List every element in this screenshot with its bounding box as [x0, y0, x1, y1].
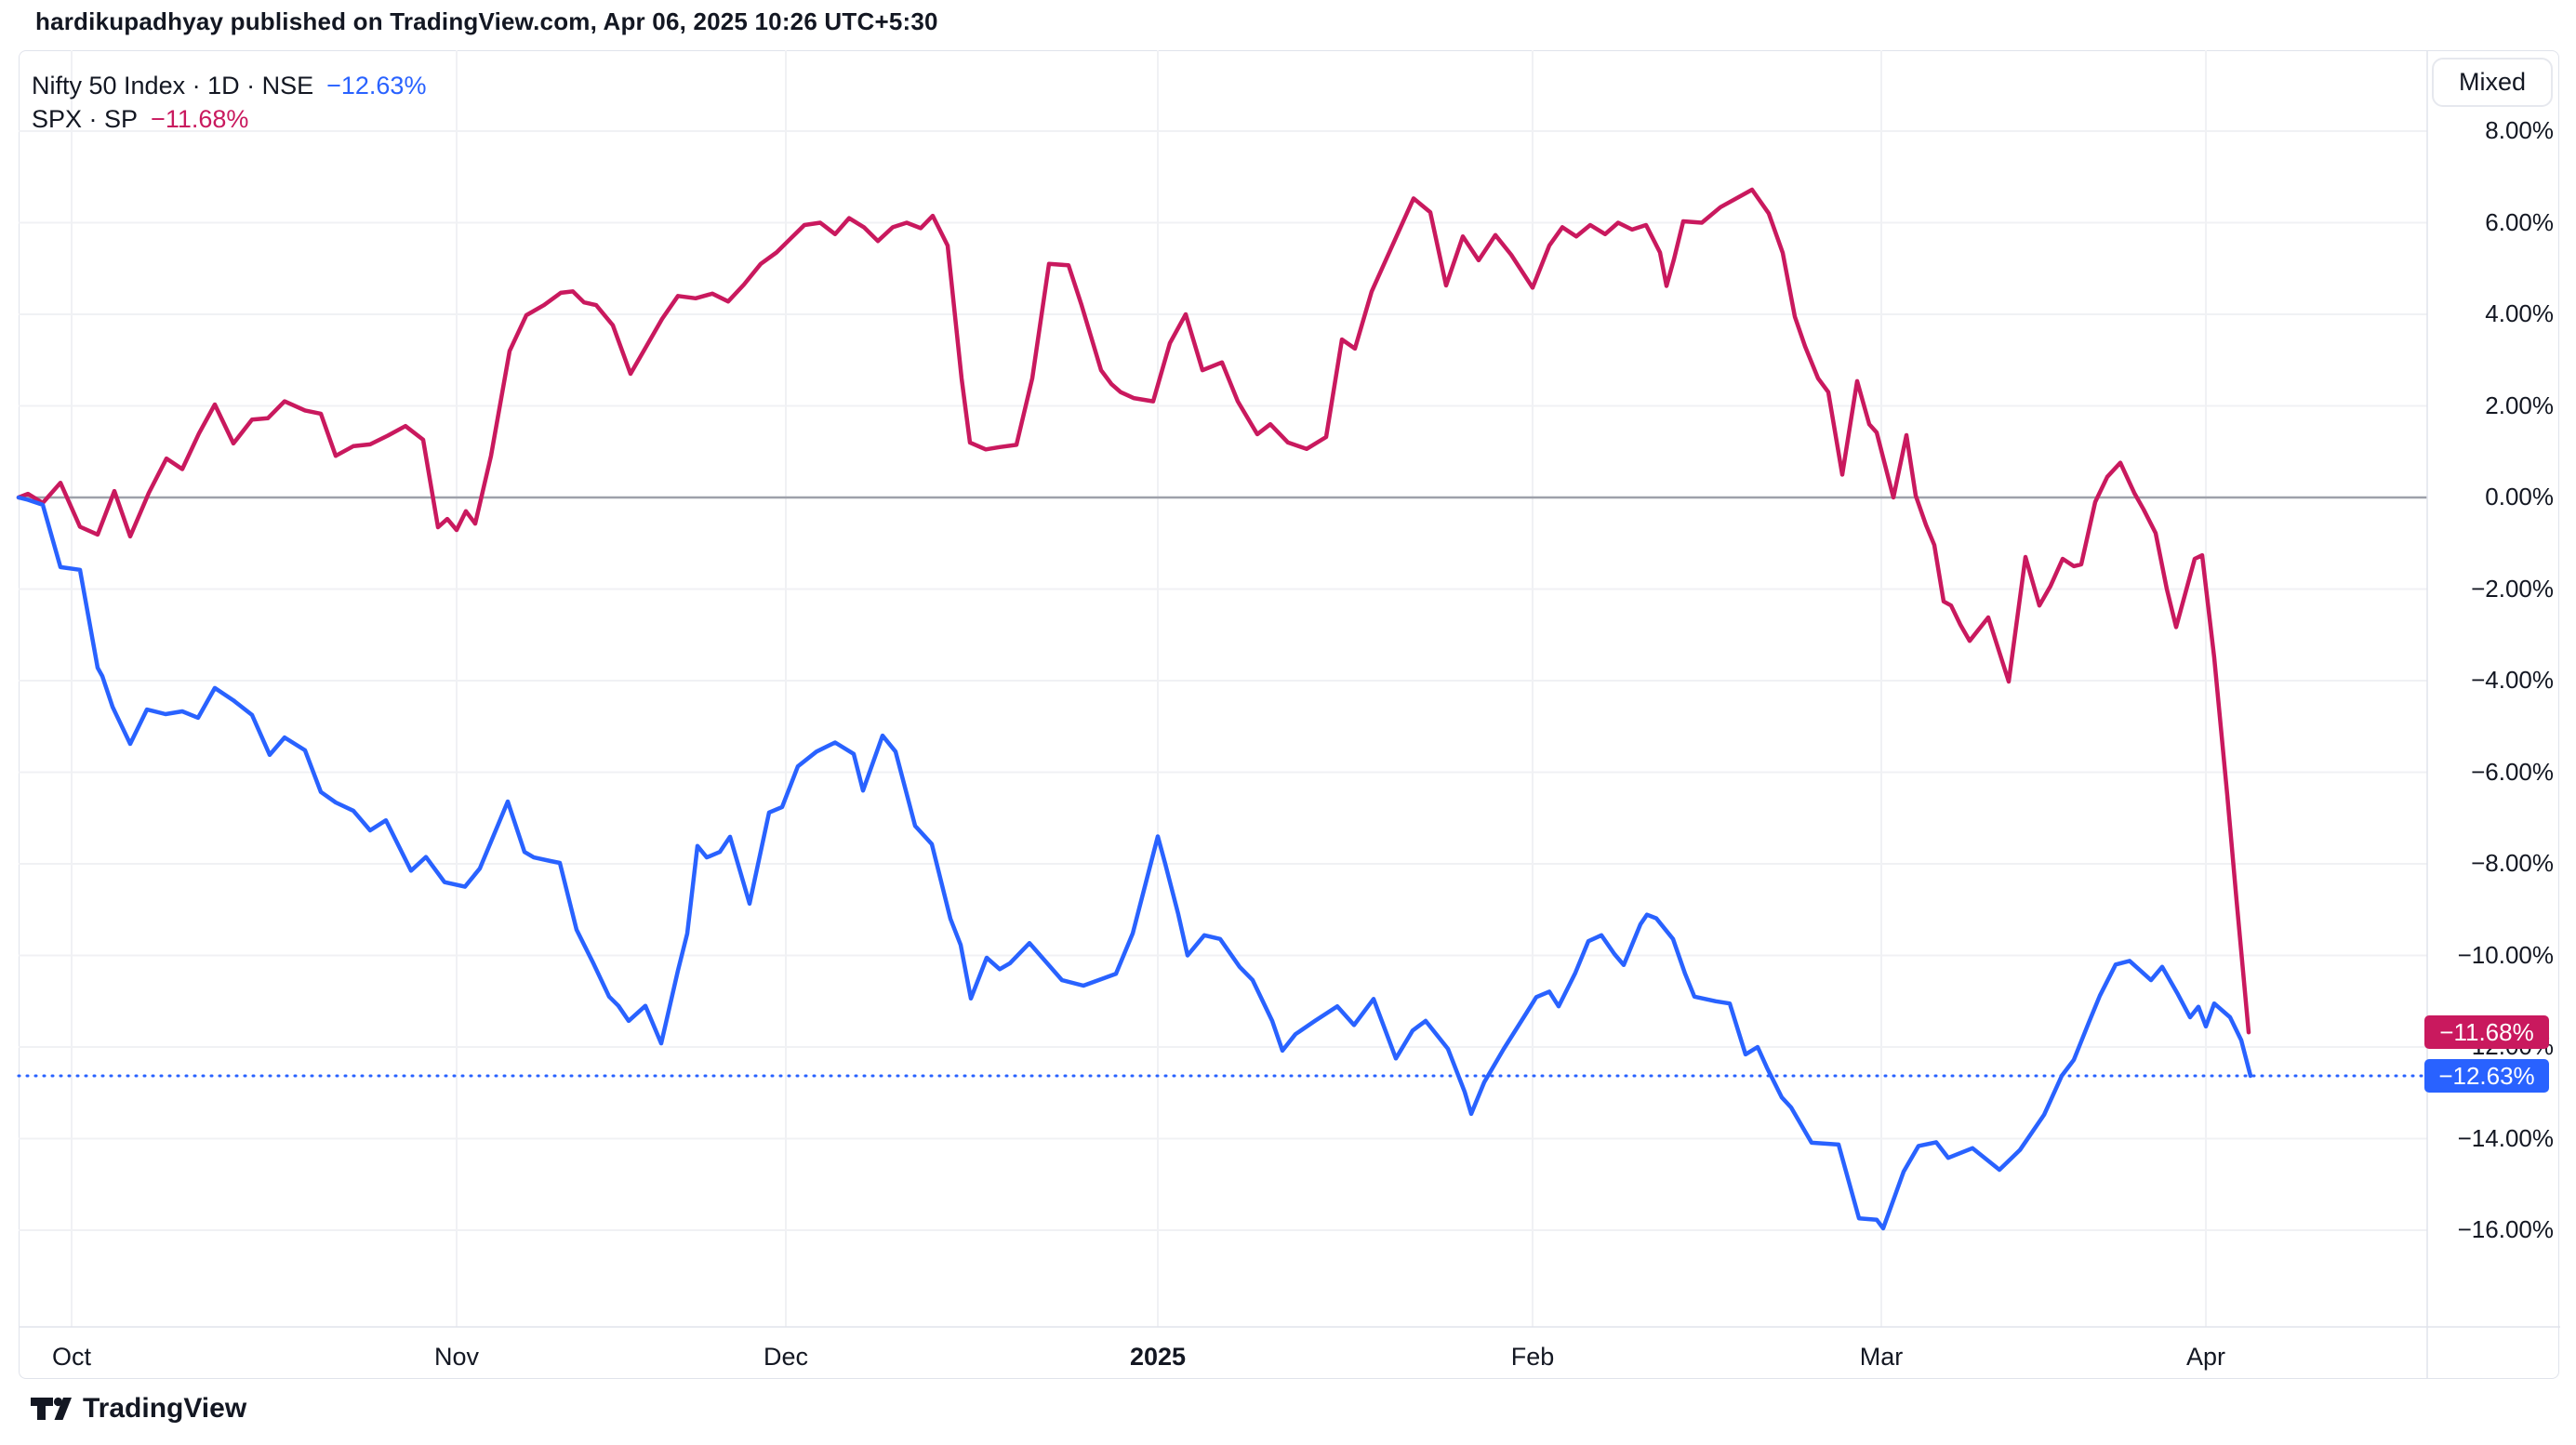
time-axis-label: Mar	[1859, 1343, 1904, 1371]
price-axis-label: −2.00%	[2471, 574, 2554, 603]
brand-name: TradingView	[83, 1393, 247, 1424]
legend-row-spx[interactable]: SPX · SP −11.68%	[32, 102, 426, 136]
price-axis-label: −8.00%	[2471, 849, 2554, 877]
price-axis-label: 4.00%	[2485, 299, 2554, 327]
time-axis-label: Feb	[1510, 1343, 1555, 1371]
legend-change-value: −12.63%	[326, 72, 427, 99]
last-price-badge: −11.68%	[2424, 1015, 2549, 1050]
chart-legend: Nifty 50 Index · 1D · NSE −12.63% SPX · S…	[32, 69, 426, 136]
price-axis-label: 2.00%	[2485, 391, 2554, 419]
time-axis-label: Nov	[433, 1343, 480, 1371]
mixed-scale-label: Mixed	[2458, 68, 2527, 96]
legend-symbol-title: SPX · SP	[32, 105, 139, 133]
mixed-scale-button[interactable]: Mixed	[2432, 58, 2553, 107]
legend-symbol-title: Nifty 50 Index · 1D · NSE	[32, 72, 314, 99]
price-axis-label: 0.00%	[2485, 483, 2554, 510]
price-axis-label: −6.00%	[2471, 757, 2554, 786]
price-axis-label: −14.00%	[2457, 1123, 2554, 1152]
last-price-badge: −12.63%	[2424, 1059, 2549, 1094]
price-axis-label: −16.00%	[2457, 1215, 2554, 1243]
attribution-text: hardikupadhyay published on TradingView.…	[35, 7, 938, 35]
price-axis-label: 6.00%	[2485, 207, 2554, 236]
time-axis[interactable]	[20, 1328, 2427, 1378]
legend-change-value: −11.68%	[151, 105, 249, 133]
price-axis-label: −10.00%	[2457, 940, 2554, 969]
series-line-spx	[16, 187, 2251, 1035]
time-axis-label: Apr	[2185, 1343, 2226, 1371]
price-axis-label: −4.00%	[2471, 666, 2554, 694]
price-axis-label: 8.00%	[2485, 116, 2554, 144]
time-axis-label: Oct	[51, 1343, 92, 1371]
series-line-nifty	[16, 495, 2253, 1231]
time-axis-label: 2025	[1129, 1343, 1187, 1371]
tradingview-logo-icon	[31, 1397, 72, 1420]
time-axis-label: Dec	[763, 1343, 809, 1371]
legend-row-nifty[interactable]: Nifty 50 Index · 1D · NSE −12.63%	[32, 69, 426, 102]
chart-card	[19, 50, 2559, 1379]
brand-footer[interactable]: TradingView	[31, 1393, 246, 1425]
